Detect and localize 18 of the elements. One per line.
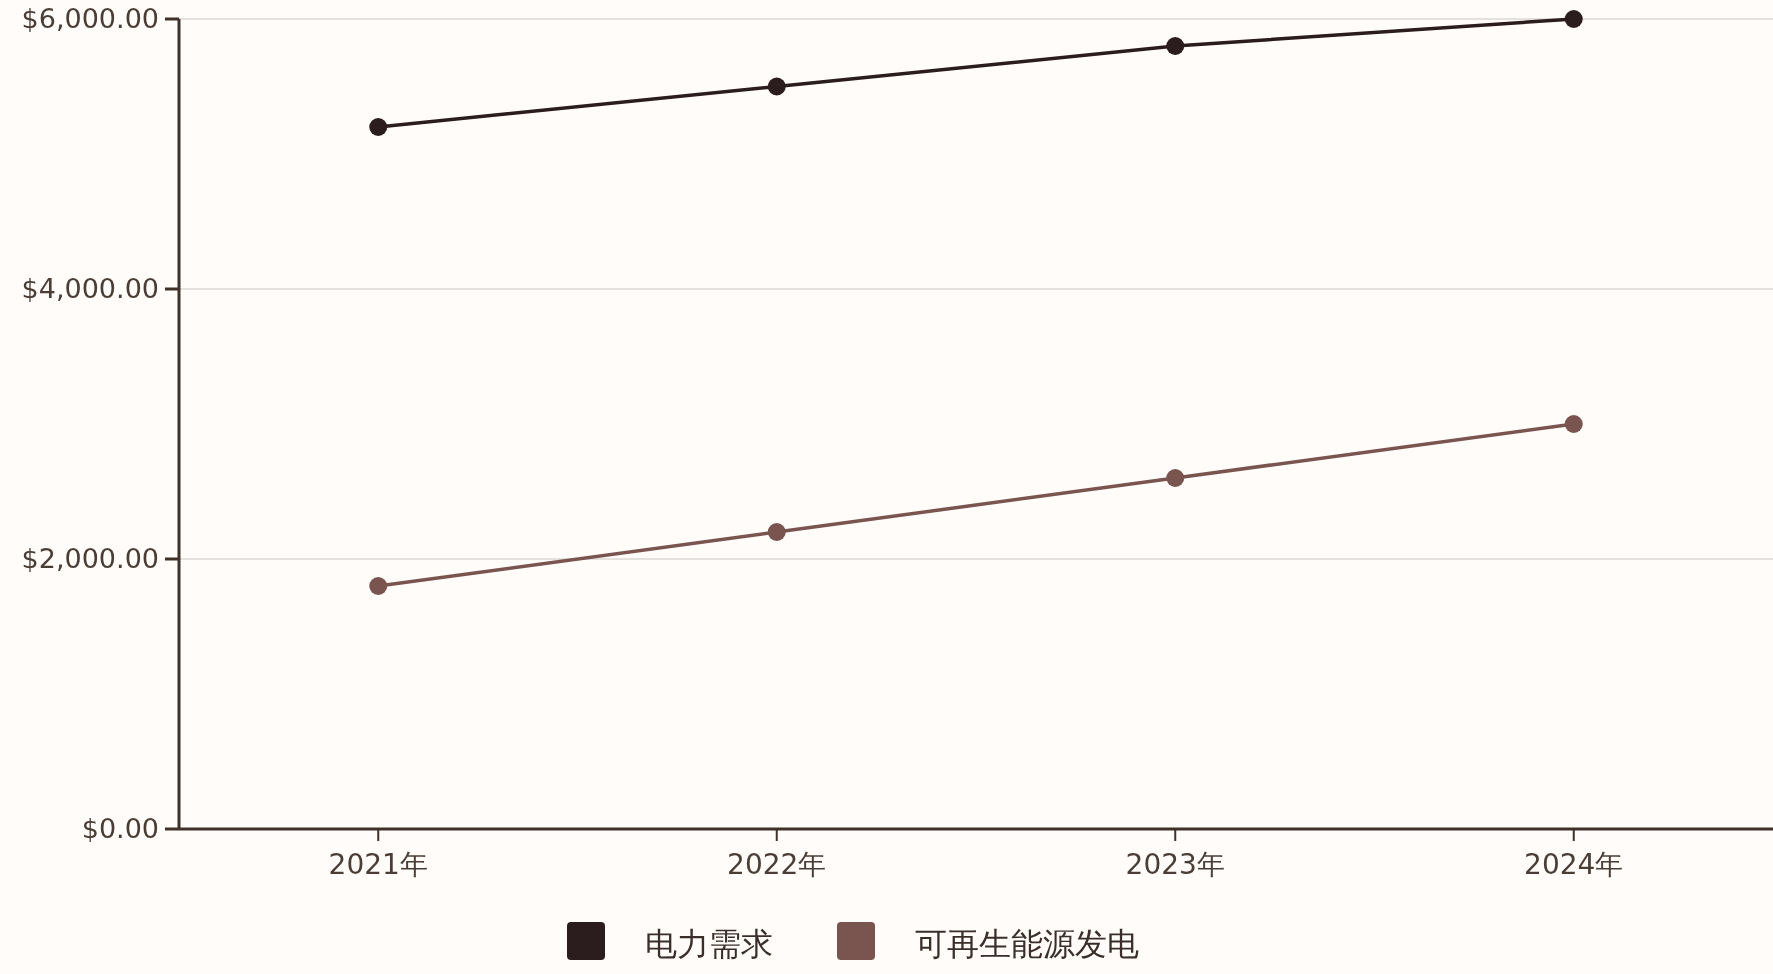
x-tick-label: 2023年 [1125,848,1225,881]
point [1564,415,1583,433]
x-tick-label: 2024年 [1524,848,1624,881]
x-tick-label: 2021年 [328,848,428,881]
point [369,118,388,136]
y-tick-label: $2,000.00 [21,543,159,575]
y-tick-label: $6,000.00 [21,3,159,35]
point [369,577,388,595]
x-tick-label: 2022年 [727,848,827,881]
y-tick-label: $0.00 [81,813,159,845]
point [1166,469,1185,487]
point [767,77,786,96]
point [1166,37,1185,55]
legend-label: 可再生能源发电 [915,925,1139,963]
point [1564,10,1583,28]
point [767,523,786,541]
y-tick-label: $4,000.00 [21,273,159,305]
legend-label: 电力需求 [645,925,773,963]
